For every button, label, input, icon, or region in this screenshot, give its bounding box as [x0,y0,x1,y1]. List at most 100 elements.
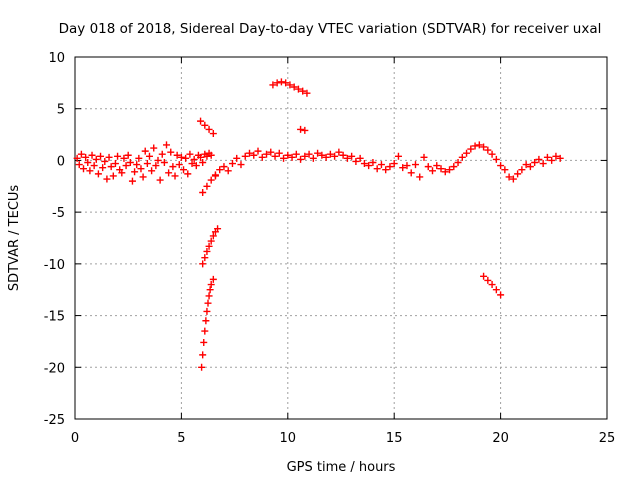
data-point [73,154,81,162]
y-tick-label: -15 [44,310,65,325]
data-point [286,81,294,89]
data-point [111,160,119,168]
data-point [288,153,296,161]
data-point [190,155,198,163]
data-point [173,151,181,159]
data-point [103,175,111,183]
data-point [209,130,217,138]
data-point [535,155,543,163]
x-tick-label: 15 [386,431,403,446]
data-point [258,153,266,161]
data-point [463,149,471,157]
series-small_cluster_10h [297,125,309,134]
data-point [145,152,153,160]
y-tick-label: -25 [44,413,65,428]
data-point [192,162,200,170]
y-tick-label: -5 [52,206,65,221]
data-point [556,154,564,162]
series-dip_arc_2 [199,225,222,268]
data-point [122,162,130,170]
data-point [90,162,98,170]
data-point [318,151,326,159]
data-point [237,161,245,169]
data-point [331,152,339,160]
data-point [386,163,394,171]
data-point [206,286,214,294]
y-tick-label: 5 [57,103,65,118]
data-point [543,153,551,161]
data-point [299,87,307,95]
data-point [182,154,190,162]
data-point [301,126,309,134]
data-point [492,155,500,163]
data-point [309,154,317,162]
data-point [292,150,300,158]
data-point [220,163,228,171]
data-point [488,150,496,158]
data-point [186,150,194,158]
data-point [275,149,283,157]
data-point [99,164,107,172]
x-tick-label: 25 [599,431,616,446]
data-point [480,143,488,151]
data-point [360,160,368,168]
data-point [167,148,175,156]
data-point [420,153,428,161]
data-points [73,78,564,371]
data-point [184,170,192,178]
y-tick-labels: 10 5 0 -5 -10 -15 -20 -25 [44,51,65,428]
data-point [88,151,96,159]
data-point [84,158,92,166]
data-point [214,225,222,233]
grid-lines [75,57,607,419]
y-tick-label: -10 [44,258,65,273]
data-point [269,81,277,89]
data-point [471,142,479,150]
x-tick-label: 5 [177,431,185,446]
y-tick-label: -20 [44,361,65,376]
y-tick-label: 0 [57,154,65,169]
y-tick-label: 10 [48,51,65,66]
data-point [271,152,279,160]
data-point [211,172,219,180]
data-point [394,152,402,160]
data-point [522,161,530,169]
data-point [475,141,483,149]
data-point [158,150,166,158]
x-tick-label: 10 [280,431,297,446]
data-point [143,160,151,168]
data-point [352,157,360,165]
data-point [424,163,432,171]
data-point [154,156,162,164]
data-point [133,161,141,169]
data-point [107,163,115,171]
data-point [480,272,488,280]
data-point [201,121,209,129]
data-point [118,169,126,177]
data-point [390,160,398,168]
x-tick-labels: 0 5 10 15 20 25 [71,431,615,446]
data-point [356,154,364,162]
data-point [241,152,249,160]
plot-frame [74,56,608,420]
data-point [124,151,132,159]
data-point [105,153,113,161]
data-point [94,170,102,178]
data-point [205,242,213,250]
series-high_arc_10h [269,78,311,97]
data-point [233,154,241,162]
data-point [245,149,253,157]
data-point [514,170,522,178]
data-point [305,150,313,158]
data-point [518,166,526,174]
data-point [150,144,158,152]
data-point [348,152,356,160]
data-point [335,148,343,156]
data-point [303,89,311,97]
data-point [416,173,424,181]
data-point [488,281,496,289]
data-point [207,151,215,159]
data-point [467,145,475,153]
data-point [377,161,385,169]
data-point [139,173,147,181]
